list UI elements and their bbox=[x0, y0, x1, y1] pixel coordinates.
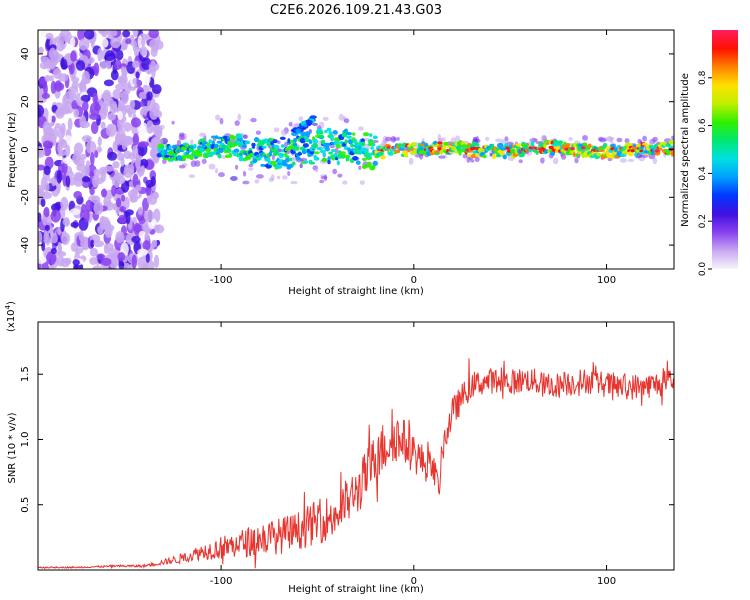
colorbar bbox=[712, 30, 738, 269]
x-tick-label: -100 bbox=[210, 576, 233, 587]
y-tick-label: 0 bbox=[20, 146, 31, 152]
spectrogram-xlabel: Height of straight line (km) bbox=[288, 286, 424, 297]
y-tick-label: 20 bbox=[20, 95, 31, 108]
snr-ylabel: SNR (10 * v/v) bbox=[7, 412, 18, 483]
x-tick-label: 100 bbox=[597, 275, 616, 286]
colorbar-tick-label: 0.0 bbox=[698, 262, 708, 277]
x-tick-label: -100 bbox=[210, 275, 233, 286]
snr-axes: -100 0 100 0.5 1.0 1.5 bbox=[20, 322, 674, 587]
x-tick-label: 100 bbox=[597, 576, 616, 587]
snr-xlabel: Height of straight line (km) bbox=[288, 584, 424, 595]
colorbar-tick-label: 0.6 bbox=[698, 118, 708, 133]
snr-series-line bbox=[38, 358, 674, 570]
colorbar-tick-label: 0.8 bbox=[698, 70, 708, 85]
colorbar-tick-label: 0.4 bbox=[698, 166, 708, 181]
y-tick-label: 1.5 bbox=[20, 366, 31, 382]
snr-frame bbox=[37, 321, 675, 571]
spectrogram-axes: -100 0 100 -40 -20 0 20 40 bbox=[20, 30, 674, 286]
x-tick-label: 0 bbox=[411, 576, 417, 587]
colorbar-tick-label: 0.2 bbox=[698, 214, 708, 228]
figure-title: C2E6.2026.109.21.43.G03 bbox=[270, 3, 442, 18]
colorbar-axes: 0.0 0.2 0.4 0.6 0.8 bbox=[698, 70, 712, 276]
y-tick-label: -40 bbox=[20, 237, 31, 253]
x-tick-label: 0 bbox=[411, 275, 417, 286]
y-tick-label: 1.0 bbox=[20, 432, 31, 448]
y-tick-label: 40 bbox=[20, 48, 31, 61]
spectrogram-ylabel: Frequency (Hz) bbox=[7, 112, 18, 188]
spectrogram-plot-area bbox=[38, 30, 674, 269]
y-tick-label: 0.5 bbox=[20, 497, 31, 513]
colorbar-label: Normalized spectral amplitude bbox=[680, 73, 691, 227]
snr-multiplier: (x104) bbox=[4, 301, 17, 332]
y-tick-label: -20 bbox=[20, 189, 31, 205]
snr-plot-area bbox=[38, 358, 674, 570]
